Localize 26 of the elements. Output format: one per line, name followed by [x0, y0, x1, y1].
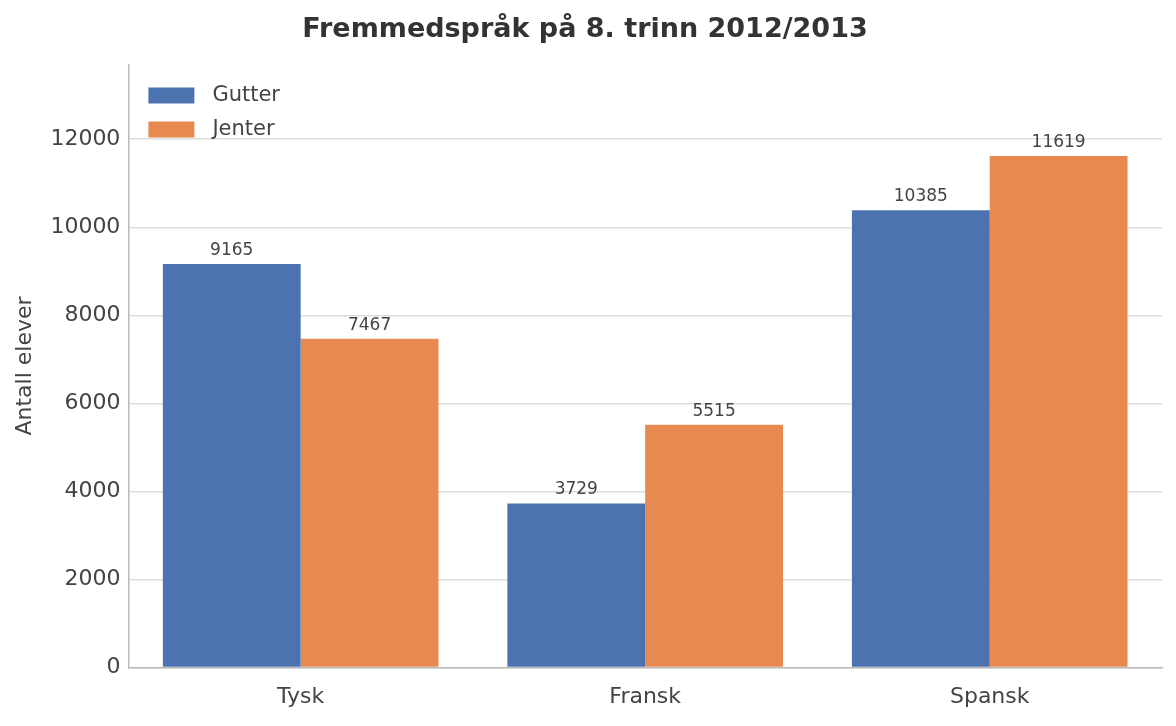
- x-tick-label: Spansk: [949, 682, 1030, 708]
- bar: [851, 210, 990, 667]
- y-axis-title: Antall elever: [10, 295, 36, 436]
- bar: [645, 424, 784, 667]
- bar: [989, 156, 1128, 667]
- data-label: 10385: [893, 185, 948, 206]
- y-tick-label: 4000: [64, 477, 121, 503]
- y-tick-label: 2000: [64, 565, 121, 591]
- data-label: 3729: [554, 478, 598, 499]
- legend-label: Gutter: [212, 81, 281, 106]
- data-label: 11619: [1031, 130, 1086, 151]
- y-tick-label: 6000: [64, 389, 121, 415]
- bar: [507, 503, 646, 667]
- legend-label: Jenter: [210, 115, 275, 140]
- x-tick-label: Fransk: [609, 682, 682, 708]
- y-tick-label: 12000: [50, 124, 121, 150]
- x-tick-label: Tysk: [276, 682, 325, 708]
- bar: [162, 264, 301, 667]
- y-tick-label: 0: [106, 653, 121, 679]
- chart-title: Fremmedspråk på 8. trinn 2012/2013: [302, 12, 868, 44]
- data-label: 7467: [347, 313, 392, 334]
- y-tick-label: 10000: [50, 213, 121, 239]
- data-label: 5515: [692, 399, 736, 420]
- bar: [300, 338, 439, 667]
- y-tick-label: 8000: [64, 301, 121, 327]
- data-label: 9165: [210, 238, 254, 259]
